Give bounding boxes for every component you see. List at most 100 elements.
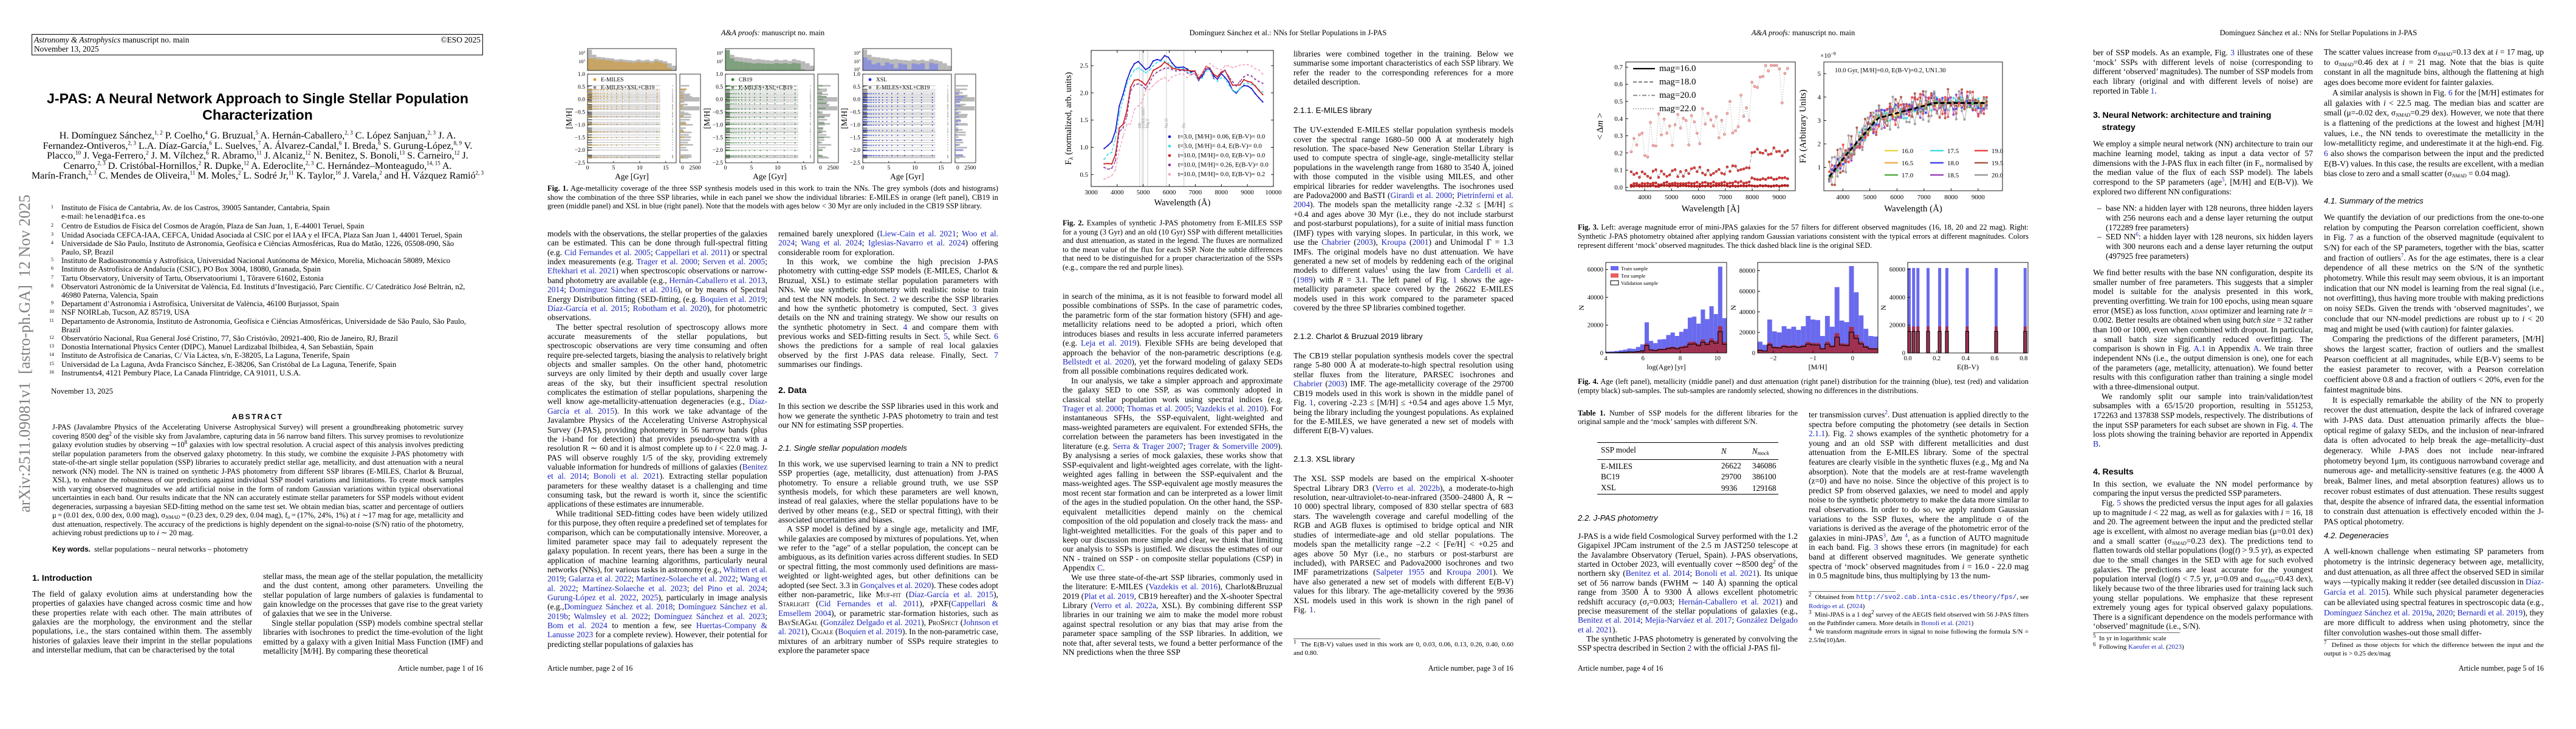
svg-text:E-MILES+XSL+CB19: E-MILES+XSL+CB19 [601,85,655,91]
svg-text:10000: 10000 [1266,189,1282,196]
svg-text:N: N [1578,305,1586,310]
svg-text:2500: 2500 [827,165,839,171]
svg-text:17.0: 17.0 [1902,172,1914,179]
svg-text:0: 0 [1752,351,1755,357]
svg-text:1.5: 1.5 [1080,117,1089,124]
svg-text:40000: 40000 [1889,295,1905,301]
svg-text:8: 8 [1679,355,1682,362]
svg-text:mag=16.0: mag=16.0 [1659,64,1696,74]
svg-text:8000: 8000 [1215,189,1228,196]
svg-text:10: 10 [637,165,643,171]
svg-text:0: 0 [586,165,589,171]
svg-text:Fλ (Arbitrary Units): Fλ (Arbitrary Units) [1798,89,1808,163]
svg-text:Wavelength [Å]: Wavelength [Å] [1682,204,1740,214]
svg-text:[M/H]: [M/H] [702,108,711,129]
svg-text:−2.5: −2.5 [713,160,723,166]
svg-text:10.0 Gyr, [M/H]=0.0, E(B-V)=0.: 10.0 Gyr, [M/H]=0.0, E(B-V)=0.2, UN1.30 [1835,67,1946,74]
svg-text:0.2: 0.2 [1614,149,1623,157]
svg-text:0.5: 0.5 [1080,171,1089,179]
svg-text:CB19: CB19 [739,77,752,83]
svg-text:5: 5 [888,165,891,171]
svg-text:E-MILES+XSL+CB19: E-MILES+XSL+CB19 [739,85,793,91]
svg-text:XSL: XSL [876,77,887,83]
svg-text:80000: 80000 [1739,268,1755,275]
svg-text:10: 10 [1714,355,1721,362]
svg-text:Train sample: Train sample [1621,265,1648,272]
svg-text:N: N [1879,305,1888,310]
svg-text:−1: −1 [1810,355,1817,362]
svg-text:0.0: 0.0 [1614,184,1623,191]
svg-text:1: 1 [1818,164,1821,171]
svg-text:7000: 7000 [1719,194,1733,201]
svg-text:−2.5: −2.5 [850,160,860,166]
svg-text:t=3.0, [M/H]= 0.06, E(B-V)= 0.: t=3.0, [M/H]= 0.06, E(B-V)= 0.0 [1178,133,1265,140]
svg-text:4000: 4000 [1111,189,1124,196]
svg-text:Hb: Hb [1137,123,1142,128]
svg-text:−0.5: −0.5 [850,110,860,116]
svg-text:104: 104 [854,50,860,56]
svg-text:−2.5: −2.5 [575,160,585,166]
svg-text:19.0: 19.0 [1992,148,2004,155]
svg-text:0: 0 [724,165,727,171]
svg-text:40000: 40000 [1588,295,1603,301]
svg-text:103: 103 [854,59,860,64]
svg-text:Ha: Ha [1181,123,1187,128]
svg-text:0.0: 0.0 [1903,355,1911,362]
svg-text:mag=18.0: mag=18.0 [1659,77,1696,87]
svg-text:20.0: 20.0 [1992,172,2004,179]
svg-text:6: 6 [1642,355,1645,362]
svg-text:104: 104 [716,50,723,56]
svg-text:Wavelength (Å): Wavelength (Å) [1884,204,1942,214]
svg-text:×10−9: ×10−9 [1820,51,1836,60]
svg-text:Wavelength (Å): Wavelength (Å) [1154,198,1211,207]
svg-text:−1.5: −1.5 [575,135,585,141]
svg-text:0: 0 [819,165,822,171]
svg-text:60000: 60000 [1889,267,1905,273]
svg-text:104: 104 [578,50,585,56]
svg-text:10: 10 [775,165,781,171]
svg-text:6000: 6000 [1163,189,1176,196]
svg-text:0.5: 0.5 [716,84,723,91]
svg-text:60000: 60000 [1588,267,1603,273]
svg-text:−1.0: −1.0 [713,122,723,128]
svg-text:0: 0 [1902,351,1905,357]
svg-text:Mg I: Mg I [1145,119,1150,128]
svg-text:−2.0: −2.0 [850,148,860,154]
svg-text:0.4: 0.4 [1614,115,1623,123]
svg-text:40000: 40000 [1739,309,1755,316]
svg-text:5000: 5000 [1137,189,1150,196]
svg-text:5: 5 [1818,70,1821,78]
svg-text:0.2: 0.2 [1933,355,1941,362]
svg-text:N: N [1729,305,1738,310]
svg-text:0.0: 0.0 [716,97,723,103]
svg-text:Test sample: Test sample [1621,273,1645,279]
svg-text:0.8: 0.8 [2019,355,2027,362]
svg-text:15: 15 [663,165,669,171]
svg-text:5: 5 [750,165,753,171]
svg-text:[OIII] 5007: [OIII] 5007 [1140,107,1146,128]
svg-text:5000: 5000 [1863,194,1877,201]
svg-text:log(Age) [yr]: log(Age) [yr] [1646,363,1685,371]
svg-text:60000: 60000 [1739,289,1755,295]
svg-text:1.0: 1.0 [853,72,860,78]
svg-text:15: 15 [801,165,807,171]
svg-text:0.5: 0.5 [853,84,860,91]
svg-text:−1.5: −1.5 [850,135,860,141]
svg-text:0.6: 0.6 [1991,355,1999,362]
svg-text:2: 2 [1818,140,1821,148]
svg-text:16.5: 16.5 [1902,160,1914,167]
svg-text:4000: 4000 [1638,194,1652,201]
svg-text:0.6: 0.6 [1614,81,1623,88]
svg-text:17.5: 17.5 [1947,148,1959,155]
svg-text:5000: 5000 [1665,194,1679,201]
svg-text:−1.5: −1.5 [713,135,723,141]
svg-text:0.1: 0.1 [1614,167,1623,174]
svg-text:Na D: Na D [1163,118,1169,128]
svg-text:0: 0 [956,165,959,171]
svg-text:18.0: 18.0 [1947,160,1959,167]
svg-text:Age [Gyr]: Age [Gyr] [890,172,924,181]
svg-text:E(B-V): E(B-V) [1957,363,1979,371]
svg-text:Age [Gyr]: Age [Gyr] [753,172,787,181]
svg-text:0.4: 0.4 [1962,355,1970,362]
svg-text:0: 0 [1600,351,1603,357]
